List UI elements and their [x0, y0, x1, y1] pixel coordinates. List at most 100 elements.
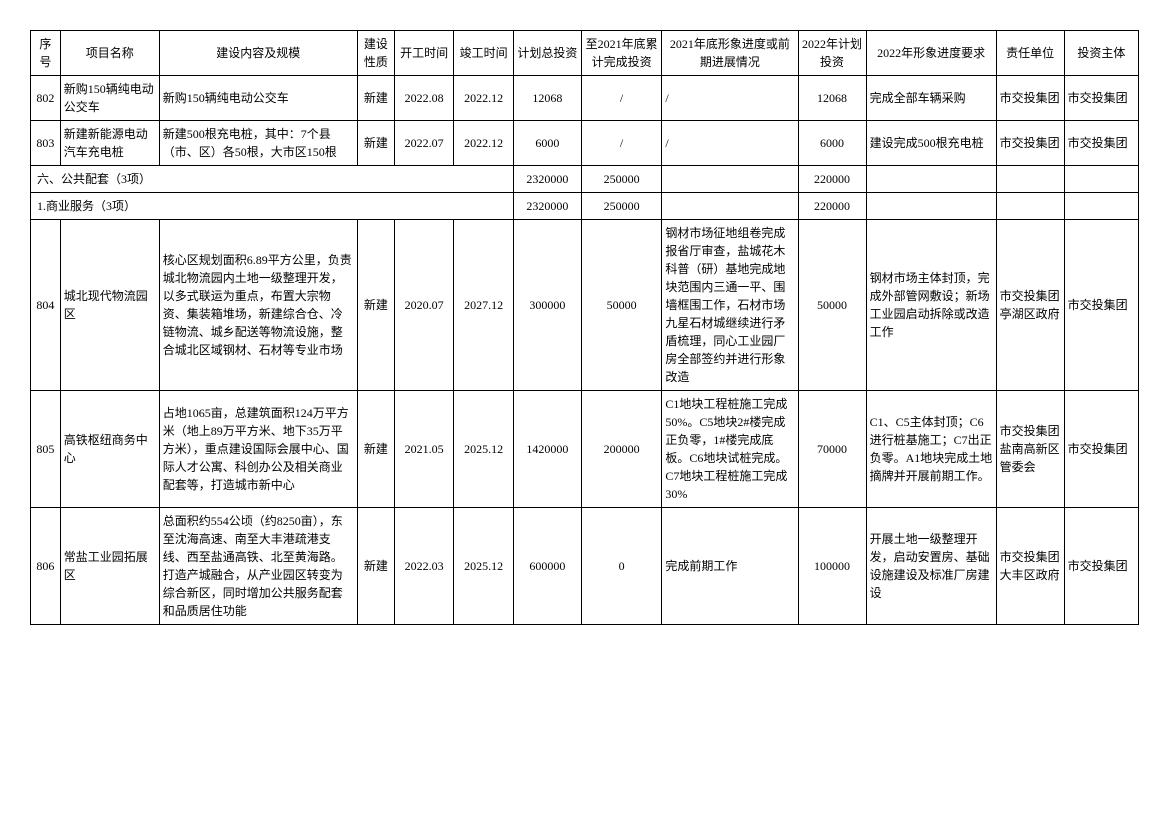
section-label: 1.商业服务（3项） — [31, 193, 514, 220]
cell-end: 2022.12 — [454, 76, 513, 121]
header-progress: 2021年底形象进度或前期进展情况 — [662, 31, 798, 76]
header-content: 建设内容及规模 — [159, 31, 357, 76]
header-inv: 投资主体 — [1064, 31, 1138, 76]
header-start: 开工时间 — [394, 31, 453, 76]
cell-progress — [662, 166, 798, 193]
cell-progress: C1地块工程桩施工完成50%。C5地块2#楼完成正负零，1#楼完成底板。C6地块… — [662, 391, 798, 508]
cell-content: 核心区规划面积6.89平方公里，负责城北物流园内土地一级整理开发，以多式联运为重… — [159, 220, 357, 391]
cell-seq: 805 — [31, 391, 61, 508]
cell-content: 新建500根充电桩，其中：7个县（市、区）各50根，大市区150根 — [159, 121, 357, 166]
cell-req — [866, 193, 996, 220]
cell-req — [866, 166, 996, 193]
cell-progress: 完成前期工作 — [662, 508, 798, 625]
cell-inv — [1064, 193, 1138, 220]
cell-plan: 100000 — [798, 508, 866, 625]
cell-nature: 新建 — [357, 391, 394, 508]
header-row: 序号 项目名称 建设内容及规模 建设性质 开工时间 竣工时间 计划总投资 至20… — [31, 31, 1139, 76]
cell-nature: 新建 — [357, 76, 394, 121]
cell-name: 常盐工业园拓展区 — [60, 508, 159, 625]
cell-start: 2022.03 — [394, 508, 453, 625]
cell-total: 300000 — [513, 220, 581, 391]
cell-inv: 市交投集团 — [1064, 220, 1138, 391]
cell-req: 开展土地一级整理开发，启动安置房、基础设施建设及标准厂房建设 — [866, 508, 996, 625]
cell-start: 2020.07 — [394, 220, 453, 391]
header-cum: 至2021年底累计完成投资 — [581, 31, 661, 76]
cell-total: 2320000 — [513, 193, 581, 220]
cell-total: 6000 — [513, 121, 581, 166]
cell-resp: 市交投集团 盐南高新区管委会 — [996, 391, 1064, 508]
table-row: 1.商业服务（3项）2320000250000220000 — [31, 193, 1139, 220]
table-row: 805高铁枢纽商务中心占地1065亩，总建筑面积124万平方米（地上89万平方米… — [31, 391, 1139, 508]
cell-total: 12068 — [513, 76, 581, 121]
header-plan: 2022年计划投资 — [798, 31, 866, 76]
cell-seq: 803 — [31, 121, 61, 166]
table-row: 806常盐工业园拓展区总面积约554公顷（约8250亩），东至沈海高速、南至大丰… — [31, 508, 1139, 625]
cell-resp: 市交投集团 大丰区政府 — [996, 508, 1064, 625]
cell-inv: 市交投集团 — [1064, 391, 1138, 508]
cell-content: 总面积约554公顷（约8250亩），东至沈海高速、南至大丰港疏港支线、西至盐通高… — [159, 508, 357, 625]
cell-total: 2320000 — [513, 166, 581, 193]
cell-start: 2022.07 — [394, 121, 453, 166]
cell-progress: / — [662, 76, 798, 121]
header-nature: 建设性质 — [357, 31, 394, 76]
table-row: 803新建新能源电动汽车充电桩新建500根充电桩，其中：7个县（市、区）各50根… — [31, 121, 1139, 166]
table-row: 804城北现代物流园区核心区规划面积6.89平方公里，负责城北物流园内土地一级整… — [31, 220, 1139, 391]
cell-end: 2025.12 — [454, 508, 513, 625]
cell-resp: 市交投集团 — [996, 76, 1064, 121]
cell-plan: 6000 — [798, 121, 866, 166]
cell-progress — [662, 193, 798, 220]
header-total: 计划总投资 — [513, 31, 581, 76]
cell-cum: 250000 — [581, 166, 661, 193]
cell-start: 2021.05 — [394, 391, 453, 508]
cell-inv: 市交投集团 — [1064, 76, 1138, 121]
cell-resp — [996, 166, 1064, 193]
cell-cum: / — [581, 76, 661, 121]
cell-cum: 0 — [581, 508, 661, 625]
cell-seq: 806 — [31, 508, 61, 625]
cell-seq: 802 — [31, 76, 61, 121]
cell-req: 完成全部车辆采购 — [866, 76, 996, 121]
cell-plan: 12068 — [798, 76, 866, 121]
cell-content: 新购150辆纯电动公交车 — [159, 76, 357, 121]
cell-inv: 市交投集团 — [1064, 121, 1138, 166]
cell-cum: 50000 — [581, 220, 661, 391]
cell-nature: 新建 — [357, 508, 394, 625]
table-row: 802新购150辆纯电动公交车新购150辆纯电动公交车新建2022.082022… — [31, 76, 1139, 121]
cell-resp: 市交投集团 — [996, 121, 1064, 166]
cell-end: 2022.12 — [454, 121, 513, 166]
header-name: 项目名称 — [60, 31, 159, 76]
header-req: 2022年形象进度要求 — [866, 31, 996, 76]
cell-name: 新购150辆纯电动公交车 — [60, 76, 159, 121]
cell-nature: 新建 — [357, 220, 394, 391]
cell-req: C1、C5主体封顶；C6进行桩基施工；C7出正负零。A1地块完成土地摘牌并开展前… — [866, 391, 996, 508]
cell-cum: / — [581, 121, 661, 166]
cell-resp — [996, 193, 1064, 220]
header-seq: 序号 — [31, 31, 61, 76]
cell-cum: 200000 — [581, 391, 661, 508]
cell-cum: 250000 — [581, 193, 661, 220]
cell-inv: 市交投集团 — [1064, 508, 1138, 625]
cell-content: 占地1065亩，总建筑面积124万平方米（地上89万平方米、地下35万平方米），… — [159, 391, 357, 508]
cell-req: 钢材市场主体封顶，完成外部管网敷设；新场工业园启动拆除或改造工作 — [866, 220, 996, 391]
cell-total: 600000 — [513, 508, 581, 625]
cell-inv — [1064, 166, 1138, 193]
cell-seq: 804 — [31, 220, 61, 391]
cell-total: 1420000 — [513, 391, 581, 508]
project-table: 序号 项目名称 建设内容及规模 建设性质 开工时间 竣工时间 计划总投资 至20… — [30, 30, 1139, 625]
section-label: 六、公共配套（3项） — [31, 166, 514, 193]
cell-plan: 70000 — [798, 391, 866, 508]
cell-progress: / — [662, 121, 798, 166]
cell-name: 城北现代物流园区 — [60, 220, 159, 391]
header-end: 竣工时间 — [454, 31, 513, 76]
cell-nature: 新建 — [357, 121, 394, 166]
cell-progress: 钢材市场征地组卷完成报省厅审查，盐城花木科普（研）基地完成地块范围内三通一平、围… — [662, 220, 798, 391]
cell-name: 新建新能源电动汽车充电桩 — [60, 121, 159, 166]
cell-req: 建设完成500根充电桩 — [866, 121, 996, 166]
cell-start: 2022.08 — [394, 76, 453, 121]
header-resp: 责任单位 — [996, 31, 1064, 76]
cell-name: 高铁枢纽商务中心 — [60, 391, 159, 508]
cell-end: 2025.12 — [454, 391, 513, 508]
cell-end: 2027.12 — [454, 220, 513, 391]
cell-plan: 220000 — [798, 166, 866, 193]
cell-resp: 市交投集团 亭湖区政府 — [996, 220, 1064, 391]
